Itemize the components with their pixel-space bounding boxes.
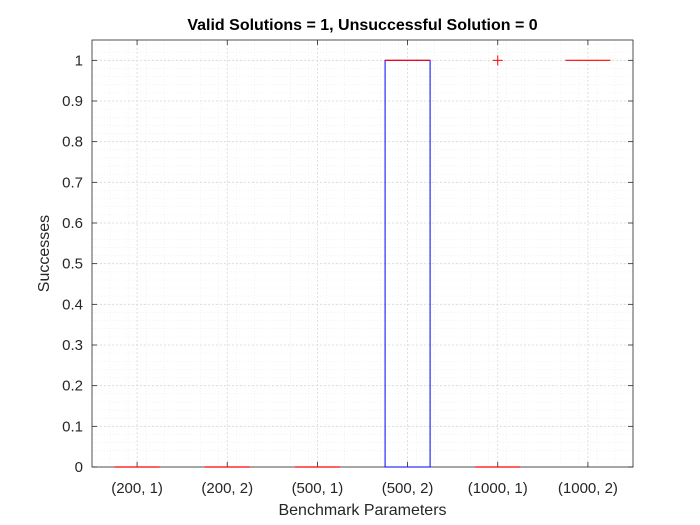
x-tick-label: (200, 1) bbox=[111, 480, 163, 497]
y-tick-label: 0 bbox=[75, 459, 83, 476]
plot-area-frame bbox=[91, 39, 634, 468]
boxes bbox=[114, 55, 611, 468]
chart-title: Valid Solutions = 1, Unsuccessful Soluti… bbox=[187, 17, 537, 34]
x-tick-label: (500, 2) bbox=[382, 480, 434, 497]
y-tick-label: 0.5 bbox=[62, 256, 83, 273]
y-tick-label: 0.8 bbox=[62, 134, 83, 151]
axis-ticks: 0 0.1 0.2 0.3 0.4 0.5 0.6 0.7 0.8 0.9 1 (200, 1) (20… bbox=[62, 40, 633, 497]
x-tick-label: (200, 2) bbox=[201, 480, 253, 497]
y-tick-label: 0.4 bbox=[62, 296, 83, 313]
y-tick-label: 0.1 bbox=[62, 418, 83, 435]
grid bbox=[92, 40, 633, 468]
y-axis-label: Successes bbox=[36, 215, 53, 292]
y-tick-label: 0.6 bbox=[62, 215, 83, 232]
x-axis-label: Benchmark Parameters bbox=[278, 502, 446, 519]
y-tick-label: 0.7 bbox=[62, 174, 83, 191]
y-tick-label: 0.3 bbox=[62, 337, 83, 354]
y-tick-label: 0.2 bbox=[62, 378, 83, 395]
x-tick-label: (1000, 2) bbox=[558, 480, 618, 497]
x-tick-label: (1000, 1) bbox=[468, 480, 528, 497]
y-tick-label: 1 bbox=[75, 52, 83, 69]
x-tick-label: (500, 1) bbox=[292, 480, 344, 497]
y-tick-label: 0.9 bbox=[62, 93, 83, 110]
